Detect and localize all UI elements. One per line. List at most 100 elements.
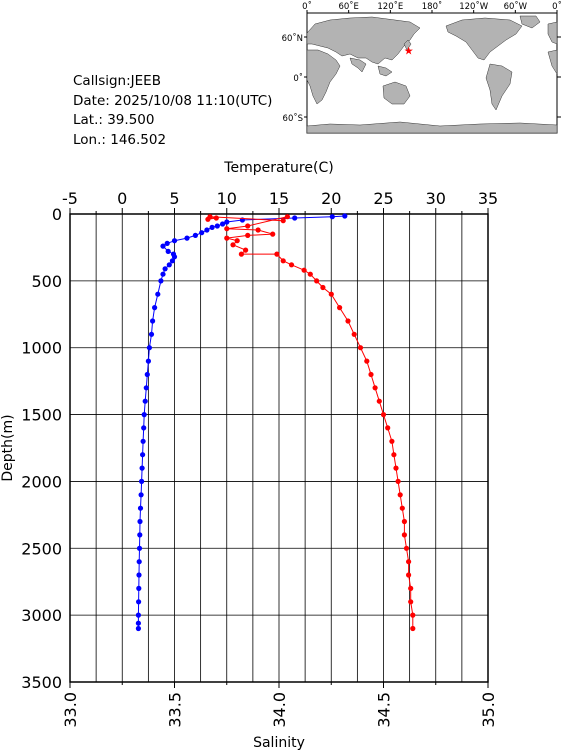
map-lon-label: 120˚E [377, 1, 403, 12]
salinity-data-point [408, 599, 414, 605]
temperature-tick-label: -5 [62, 189, 78, 208]
salinity-data-point [314, 278, 320, 284]
map-lon-label: 120˚W [459, 1, 488, 12]
salinity-data-point [406, 572, 412, 578]
salinity-tick-label: 33.0 [61, 692, 80, 728]
salinity-data-point [397, 492, 403, 498]
temperature-tick-label: 30 [426, 189, 446, 208]
salinity-tick-label: 34.5 [375, 692, 394, 728]
temperature-data-point [160, 243, 166, 249]
salinity-data-point [270, 231, 276, 237]
salinity-data-point [345, 318, 351, 324]
indonesia-landmass [377, 65, 393, 77]
temperature-data-point [135, 625, 141, 632]
temperature-data-point [214, 223, 220, 229]
south-america-landmass [485, 63, 513, 111]
salinity-data-point [410, 625, 416, 632]
antarctica-landmass [306, 121, 558, 134]
map-lon-label: 60˚E [338, 1, 358, 12]
australia-landmass [382, 81, 411, 105]
station-marker-icon: ★ [404, 45, 414, 58]
temperature-data-point [152, 305, 158, 311]
plot-frame [69, 213, 489, 683]
salinity-data-point [393, 465, 399, 471]
temperature-axis-label: Temperature(C) [223, 160, 333, 176]
temperature-data-point [146, 345, 152, 351]
salinity-data-point [234, 238, 240, 244]
eurasia-landmass [306, 16, 421, 65]
map-lat-label: 60˚N [282, 33, 303, 44]
temperature-data-point [329, 214, 335, 220]
temperature-tick-label: 10 [217, 189, 237, 208]
temperature-data-point [171, 238, 178, 244]
salinity-data-point [280, 258, 286, 264]
temperature-tick-label: 35 [478, 189, 498, 208]
salinity-ticks: 33.0 33.5 34.0 34.5 35.0 [61, 682, 498, 728]
temperature-data-point [137, 505, 144, 511]
salinity-data-point [230, 242, 236, 248]
map-top-labels: 0˚ 60˚E 120˚E 180˚ 120˚W 60˚W 0˚ [302, 1, 562, 13]
chart-grid [69, 213, 489, 683]
india-landmass [349, 57, 367, 73]
salinity-data-point [255, 227, 261, 233]
salinity-data-point [391, 452, 397, 458]
temperature-data-point [141, 425, 147, 431]
map-lat-label: 0˚ [293, 73, 303, 84]
temperature-data-point [136, 545, 143, 551]
salinity-data-point [284, 214, 290, 220]
salinity-data-point [238, 251, 244, 257]
temperature-tick-label: 5 [169, 189, 179, 208]
salinity-data-point [337, 305, 343, 311]
salinity-data-point [307, 271, 313, 277]
temperature-data-point [204, 227, 210, 233]
salinity-tick-label: 33.5 [166, 692, 185, 728]
map-lon-label: 0˚ [302, 1, 312, 12]
europe-west-landmass [547, 21, 558, 45]
temperature-data-point [158, 278, 164, 284]
depth-tick-label: 2000 [21, 472, 62, 491]
temperature-data-point [199, 230, 205, 236]
temperature-data-point [165, 248, 171, 254]
temperature-ticks: -5 0 5 10 15 20 25 30 35 [62, 189, 498, 214]
salinity-data-point [403, 545, 410, 551]
temperature-data-point [135, 620, 141, 626]
temperature-data-point [143, 385, 149, 391]
temperature-tick-label: 20 [321, 189, 341, 208]
temperature-data-point [166, 262, 172, 268]
temperature-data-point [136, 572, 142, 578]
temperature-data-point [136, 585, 142, 592]
salinity-data-point [245, 223, 251, 229]
depth-tick-label: 3500 [21, 673, 62, 692]
map-right-ticks [557, 36, 561, 118]
salinity-data-point [389, 438, 395, 444]
salinity-data-point [207, 214, 213, 220]
temperature-data-point [184, 235, 190, 241]
temperature-data-point [140, 438, 146, 444]
map-lon-label: 0˚ [552, 1, 562, 12]
temperature-data-point [142, 398, 148, 404]
temperature-data-point [209, 224, 215, 230]
salinity-data-point [224, 235, 230, 241]
latitude-label: Lat.: 39.500 [73, 112, 155, 128]
salinity-axis-label: Salinity [253, 735, 305, 751]
salinity-data-point [410, 612, 416, 618]
map-left-labels: 60˚N 0˚ 60˚S [282, 33, 307, 124]
salinity-data-point [320, 284, 326, 291]
depth-tick-label: 0 [52, 205, 62, 224]
salinity-data-point [372, 385, 378, 391]
depth-tick-label: 500 [31, 272, 62, 291]
africa-landmass [306, 49, 341, 105]
temperature-data-point [139, 465, 145, 471]
temperature-data-point [171, 254, 178, 260]
salinity-data-point [385, 425, 391, 431]
temperature-data-point [224, 219, 230, 225]
temperature-tick-label: 0 [117, 189, 127, 208]
salinity-data-point [274, 251, 280, 257]
temperature-data-point [162, 266, 168, 272]
salinity-data-point [243, 247, 249, 253]
depth-tick-label: 1500 [21, 406, 62, 425]
salinity-profile-line [207, 215, 414, 629]
temperature-data-point [139, 478, 145, 484]
temperature-data-point [137, 518, 143, 525]
salinity-data-point [395, 478, 401, 484]
